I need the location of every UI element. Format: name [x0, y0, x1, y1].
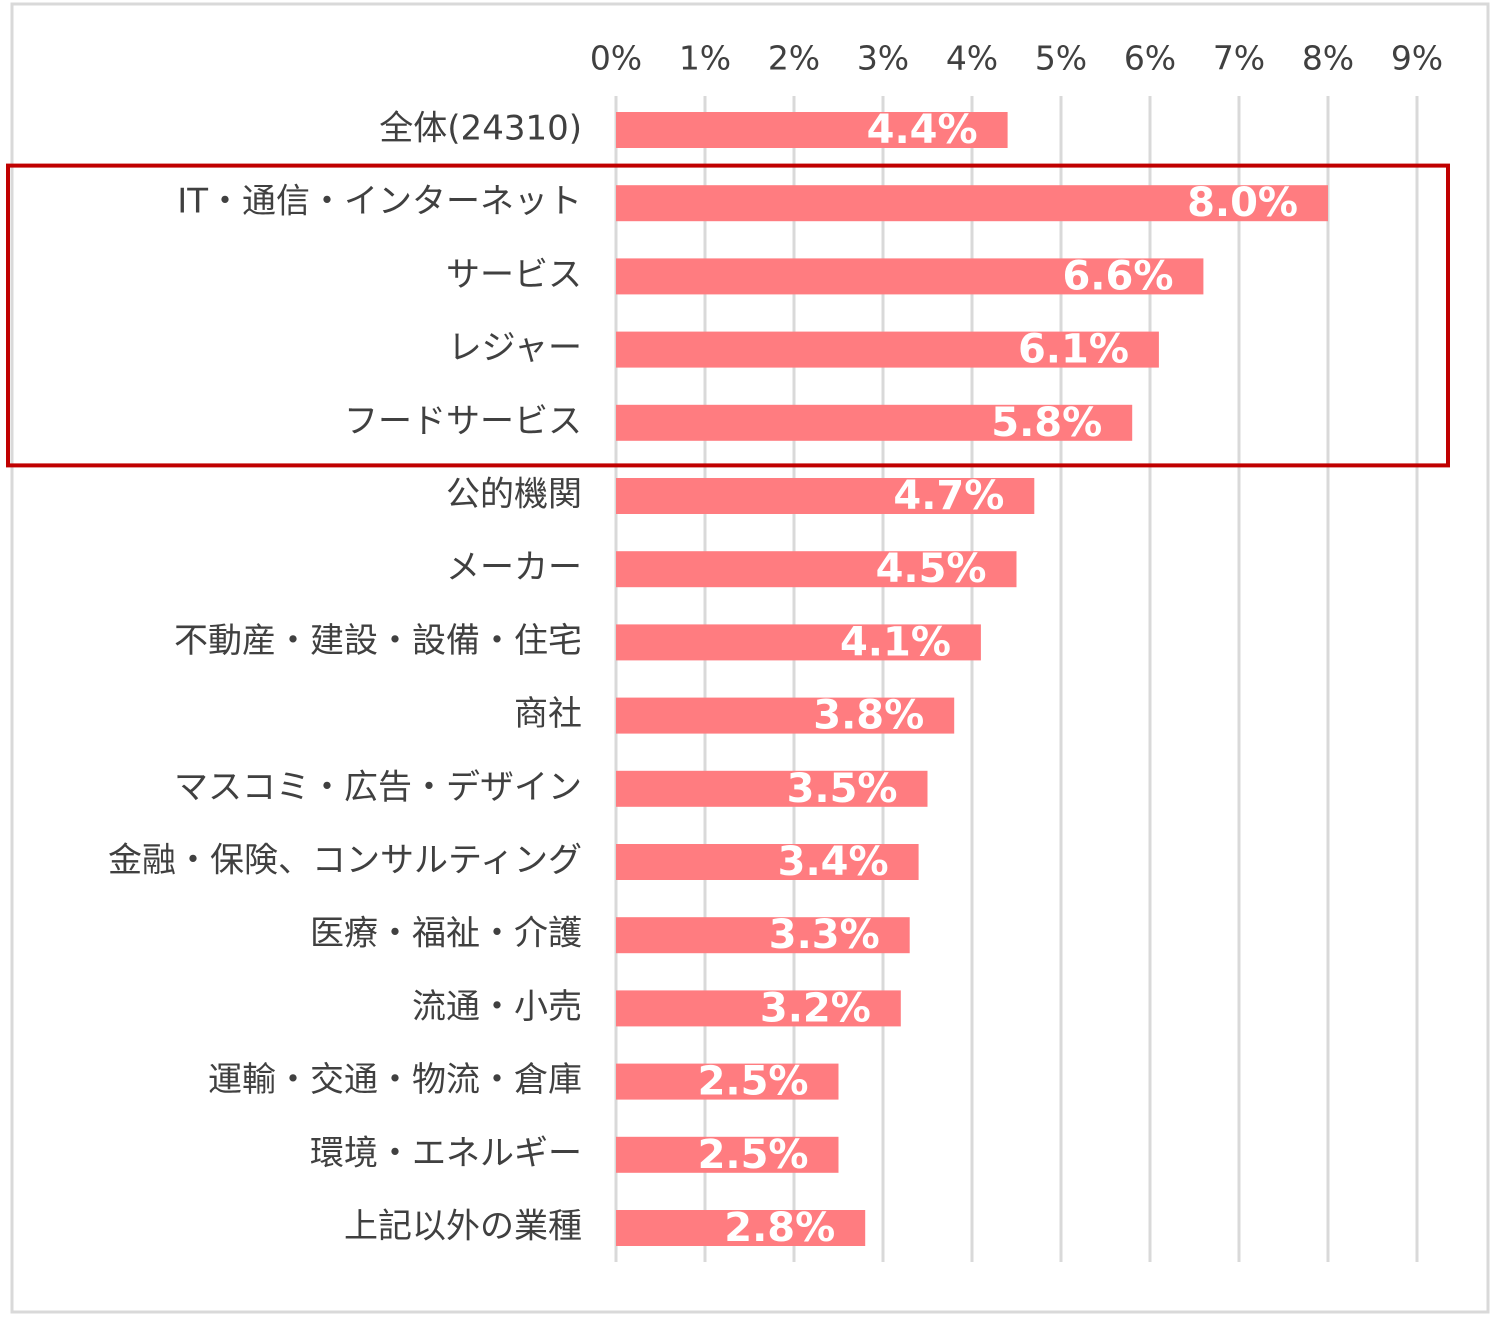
- data-label: 3.5%: [787, 766, 898, 812]
- data-label: 2.8%: [724, 1205, 835, 1251]
- x-tick-label: 2%: [768, 39, 820, 78]
- data-label: 3.3%: [769, 912, 880, 958]
- category-label: 公的機関: [446, 475, 582, 515]
- category-label: 環境・エネルギー: [310, 1133, 582, 1173]
- data-label: 8.0%: [1187, 180, 1298, 226]
- data-label: 2.5%: [698, 1059, 809, 1105]
- x-tick-label: 8%: [1302, 39, 1354, 78]
- category-label: 上記以外の業種: [344, 1207, 582, 1247]
- data-label: 6.6%: [1062, 253, 1173, 299]
- bar: [616, 990, 901, 1027]
- category-label: 全体(24310): [379, 109, 582, 149]
- category-label: マスコミ・広告・デザイン: [174, 767, 582, 807]
- bar: [616, 478, 1035, 514]
- bar: [616, 1210, 866, 1246]
- x-axis-tick-labels: 0% 1% 2% 3% 4% 5% 6% 7% 8% 9%: [590, 39, 1443, 78]
- x-tick-label: 5%: [1035, 39, 1087, 78]
- category-labels: 全体(24310) IT・通信・インターネットサービスレジャーフードサービス公的機…: [108, 109, 582, 1247]
- category-label: 商社: [514, 694, 582, 734]
- data-label: 2.5%: [698, 1132, 809, 1178]
- x-tick-label: 1%: [679, 39, 731, 78]
- category-label: 流通・小売: [412, 987, 582, 1027]
- x-tick-label: 3%: [857, 39, 909, 78]
- x-tick-label: 9%: [1391, 39, 1443, 78]
- data-label: 4.7%: [893, 473, 1004, 519]
- category-label: 金融・保険、コンサルティング: [108, 841, 582, 881]
- data-label: 3.2%: [760, 985, 871, 1031]
- highlight-box: [6, 163, 1450, 468]
- x-tick-label: 0%: [590, 39, 642, 78]
- x-tick-label: 7%: [1213, 39, 1265, 78]
- bar: [616, 697, 955, 734]
- data-label: 4.4%: [867, 107, 978, 153]
- category-label: サービス: [446, 255, 582, 295]
- bar: [616, 844, 919, 880]
- bar: [616, 770, 928, 807]
- data-label: 5.8%: [991, 400, 1102, 446]
- data-label: 4.5%: [876, 546, 987, 592]
- category-label: 運輸・交通・物流・倉庫: [208, 1060, 582, 1100]
- x-tick-label: 6%: [1124, 39, 1176, 78]
- data-label: 3.4%: [778, 839, 889, 885]
- bar: [616, 917, 910, 954]
- bar: [616, 624, 981, 661]
- x-tick-label: 4%: [946, 39, 998, 78]
- bars: [616, 112, 1328, 1246]
- bar: [616, 1136, 839, 1173]
- category-label: IT・通信・インターネット: [177, 182, 582, 222]
- bar: [616, 1063, 839, 1100]
- category-label: メーカー: [446, 548, 582, 588]
- data-label: 6.1%: [1018, 327, 1129, 373]
- category-label: 医療・福祉・介護: [310, 914, 582, 954]
- data-labels: 4.4% 8.0% 6.6% 6.1% 5.8% 4.7% 4.5% 4.1% 3.8% 3.5%…: [698, 107, 1298, 1251]
- bar: [616, 112, 1008, 148]
- data-label: 4.1%: [840, 619, 951, 665]
- category-label: フードサービス: [344, 401, 582, 441]
- bar: [616, 551, 1017, 588]
- bar: [616, 258, 1204, 295]
- category-label: レジャー: [448, 328, 582, 368]
- bar: [616, 331, 1159, 368]
- category-label: 不動産・建設・設備・住宅: [174, 621, 582, 661]
- bar: [616, 185, 1328, 222]
- bar: [616, 404, 1133, 441]
- data-label: 3.8%: [813, 693, 924, 739]
